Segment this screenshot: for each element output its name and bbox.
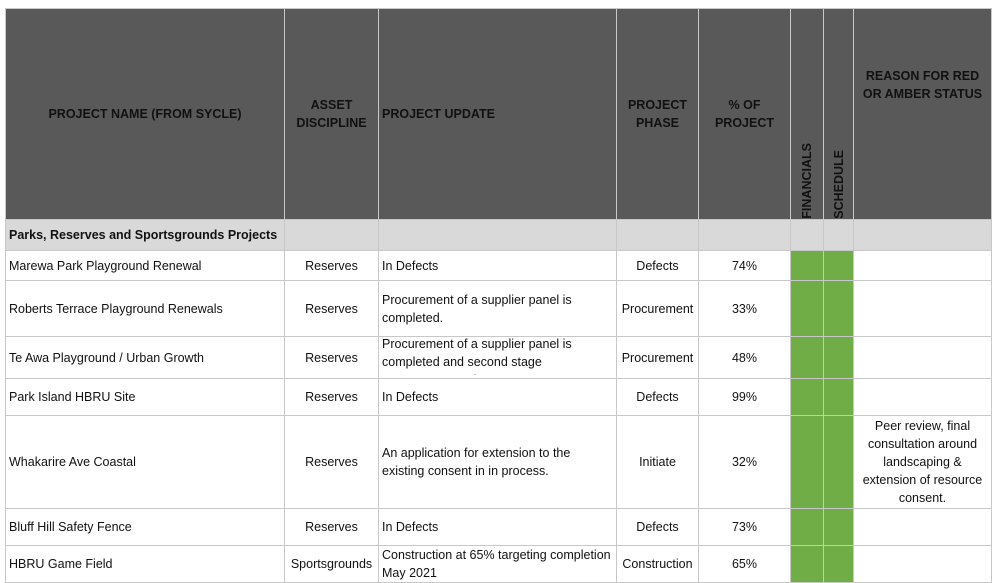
financials-status-cell — [790, 508, 824, 546]
header-project-phase: PROJECT PHASE — [616, 8, 699, 220]
section-empty-cell — [823, 219, 854, 251]
asset-discipline-cell: Reserves — [284, 280, 379, 337]
schedule-status-cell — [823, 545, 854, 583]
project-update-cell: An application for extension to the exis… — [378, 415, 617, 509]
schedule-status-cell — [823, 250, 854, 281]
financials-status-cell — [790, 250, 824, 281]
financials-status-cell — [790, 545, 824, 583]
table-row: Te Awa Playground / Urban Growth Reserve… — [5, 336, 992, 379]
project-name-cell: Marewa Park Playground Renewal — [5, 250, 285, 281]
project-name-cell: Bluff Hill Safety Fence — [5, 508, 285, 546]
project-status-table: PROJECT NAME (FROM SYCLE) ASSET DISCIPLI… — [5, 8, 992, 583]
header-schedule-label: SCHEDULE — [831, 150, 846, 219]
asset-discipline-cell: Reserves — [284, 415, 379, 509]
asset-discipline-cell: Reserves — [284, 508, 379, 546]
table-row: Bluff Hill Safety Fence Reserves In Defe… — [5, 508, 992, 546]
table-row: Whakarire Ave Coastal Reserves An applic… — [5, 415, 992, 509]
asset-discipline-cell: Sportsgrounds — [284, 545, 379, 583]
percent-cell: 65% — [698, 545, 791, 583]
header-asset-discipline: ASSET DISCIPLINE — [284, 8, 379, 220]
section-empty-cell — [378, 219, 617, 251]
reason-cell — [853, 336, 992, 379]
percent-cell: 32% — [698, 415, 791, 509]
section-empty-cell — [284, 219, 379, 251]
schedule-status-cell — [823, 336, 854, 379]
header-schedule: SCHEDULE — [823, 8, 854, 220]
percent-cell: 33% — [698, 280, 791, 337]
percent-cell: 73% — [698, 508, 791, 546]
percent-cell: 99% — [698, 378, 791, 416]
percent-cell: 48% — [698, 336, 791, 379]
financials-status-cell — [790, 415, 824, 509]
project-phase-cell: Defects — [616, 508, 699, 546]
table-row: Marewa Park Playground Renewal Reserves … — [5, 250, 992, 281]
project-update-text: Procurement of a supplier panel is compl… — [382, 337, 572, 376]
reason-cell — [853, 508, 992, 546]
schedule-status-cell — [823, 508, 854, 546]
reason-cell — [853, 280, 992, 337]
header-financials: FINANCIALS — [790, 8, 824, 220]
section-empty-cell — [853, 219, 992, 251]
project-name-cell: HBRU Game Field — [5, 545, 285, 583]
header-percent-of-project: % OF PROJECT — [698, 8, 791, 220]
header-project-update: PROJECT UPDATE — [378, 8, 617, 220]
project-update-cell: In Defects — [378, 250, 617, 281]
reason-cell — [853, 250, 992, 281]
financials-status-cell — [790, 378, 824, 416]
table-row: Park Island HBRU Site Reserves In Defect… — [5, 378, 992, 416]
reason-cell — [853, 378, 992, 416]
financials-status-cell — [790, 336, 824, 379]
percent-cell: 74% — [698, 250, 791, 281]
project-phase-cell: Procurement — [616, 280, 699, 337]
asset-discipline-cell: Reserves — [284, 378, 379, 416]
project-phase-cell: Initiate — [616, 415, 699, 509]
asset-discipline-cell: Reserves — [284, 250, 379, 281]
project-update-cell: In Defects — [378, 378, 617, 416]
project-phase-cell: Procurement — [616, 336, 699, 379]
asset-discipline-cell: Reserves — [284, 336, 379, 379]
section-row: Parks, Reserves and Sportsgrounds Projec… — [5, 219, 992, 251]
section-empty-cell — [698, 219, 791, 251]
table-row: HBRU Game Field Sportsgrounds Constructi… — [5, 545, 992, 583]
section-empty-cell — [790, 219, 824, 251]
project-update-cell: Procurement of a supplier panel is compl… — [378, 336, 617, 379]
project-name-cell: Park Island HBRU Site — [5, 378, 285, 416]
financials-status-cell — [790, 280, 824, 337]
table-row: Roberts Terrace Playground Renewals Rese… — [5, 280, 992, 337]
project-phase-cell: Defects — [616, 378, 699, 416]
header-project-name: PROJECT NAME (FROM SYCLE) — [5, 8, 285, 220]
project-update-cell: Construction at 65% targeting completion… — [378, 545, 617, 583]
schedule-status-cell — [823, 378, 854, 416]
header-financials-label: FINANCIALS — [800, 143, 814, 219]
section-empty-cell — [616, 219, 699, 251]
project-name-cell: Whakarire Ave Coastal — [5, 415, 285, 509]
project-update-cell: Procurement of a supplier panel is compl… — [378, 280, 617, 337]
reason-cell — [853, 545, 992, 583]
project-update-cell: In Defects — [378, 508, 617, 546]
project-name-cell: Te Awa Playground / Urban Growth — [5, 336, 285, 379]
project-phase-cell: Construction — [616, 545, 699, 583]
reason-cell: Peer review, final consultation around l… — [853, 415, 992, 509]
header-row: PROJECT NAME (FROM SYCLE) ASSET DISCIPLI… — [5, 8, 992, 220]
section-title: Parks, Reserves and Sportsgrounds Projec… — [5, 219, 285, 251]
schedule-status-cell — [823, 415, 854, 509]
header-reason: REASON FOR RED OR AMBER STATUS — [853, 8, 992, 220]
project-phase-cell: Defects — [616, 250, 699, 281]
project-name-cell: Roberts Terrace Playground Renewals — [5, 280, 285, 337]
schedule-status-cell — [823, 280, 854, 337]
